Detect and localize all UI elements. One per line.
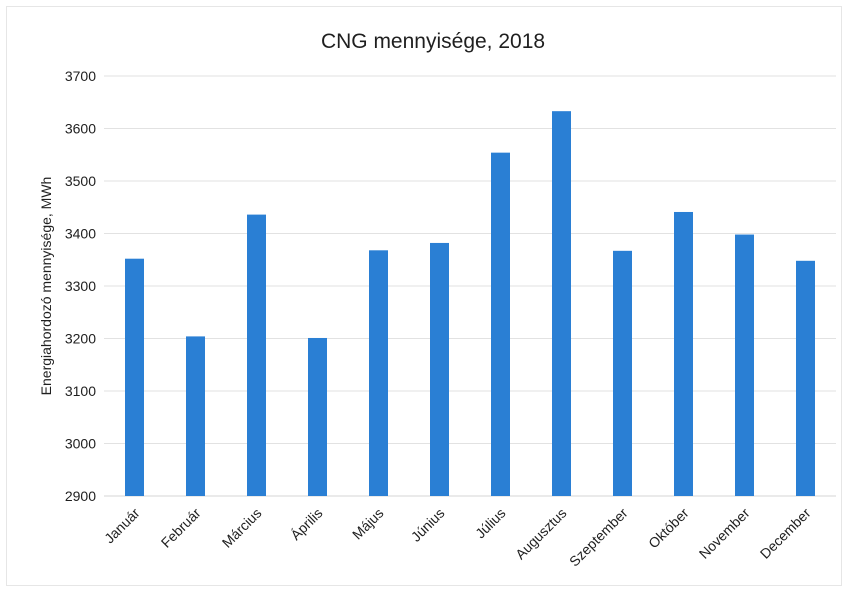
y-axis-label: Energiahordozó mennyisége, MWh bbox=[38, 177, 54, 396]
x-tick-label: Április bbox=[287, 505, 325, 543]
bar bbox=[735, 234, 754, 497]
y-tick-label: 3000 bbox=[65, 436, 96, 452]
x-tick-label: Február bbox=[158, 505, 204, 551]
x-tick-label: December bbox=[757, 505, 814, 562]
x-tick-label: Június bbox=[408, 505, 448, 545]
y-tick-label: 2900 bbox=[65, 488, 96, 504]
x-tick-label: Január bbox=[101, 505, 143, 547]
bar bbox=[491, 152, 510, 496]
y-tick-label: 3700 bbox=[65, 68, 96, 84]
y-tick-label: 3200 bbox=[65, 331, 96, 347]
bar bbox=[552, 111, 571, 497]
bar bbox=[125, 258, 144, 496]
x-tick-label: Május bbox=[349, 505, 387, 543]
bar bbox=[796, 260, 815, 496]
x-tick-label: Március bbox=[219, 505, 265, 551]
y-tick-label: 3600 bbox=[65, 121, 96, 137]
x-tick-label: Augusztus bbox=[512, 505, 570, 563]
x-tick-label: Július bbox=[472, 505, 509, 542]
grid-lines bbox=[104, 75, 836, 497]
bar bbox=[369, 250, 388, 496]
x-tick-labels: Január Február Március Április Május Június Jú… bbox=[101, 505, 814, 570]
y-tick-label: 3300 bbox=[65, 278, 96, 294]
chart-frame bbox=[6, 6, 842, 586]
y-tick-labels: 2900 3000 3100 3200 3300 3400 3500 3600 3700 bbox=[65, 68, 96, 504]
y-tick-label: 3400 bbox=[65, 226, 96, 242]
bar bbox=[186, 336, 205, 496]
x-tick-label: Október bbox=[645, 505, 692, 552]
bars bbox=[125, 111, 815, 497]
x-tick-label: November bbox=[696, 505, 753, 562]
bar bbox=[613, 250, 632, 496]
bar bbox=[308, 337, 327, 496]
x-tick-label: Szeptember bbox=[566, 505, 631, 570]
y-tick-label: 3500 bbox=[65, 173, 96, 189]
bar bbox=[247, 214, 266, 496]
bar bbox=[430, 242, 449, 496]
chart-title: CNG mennyisége, 2018 bbox=[321, 30, 545, 53]
y-tick-label: 3100 bbox=[65, 383, 96, 399]
bar bbox=[674, 211, 693, 496]
